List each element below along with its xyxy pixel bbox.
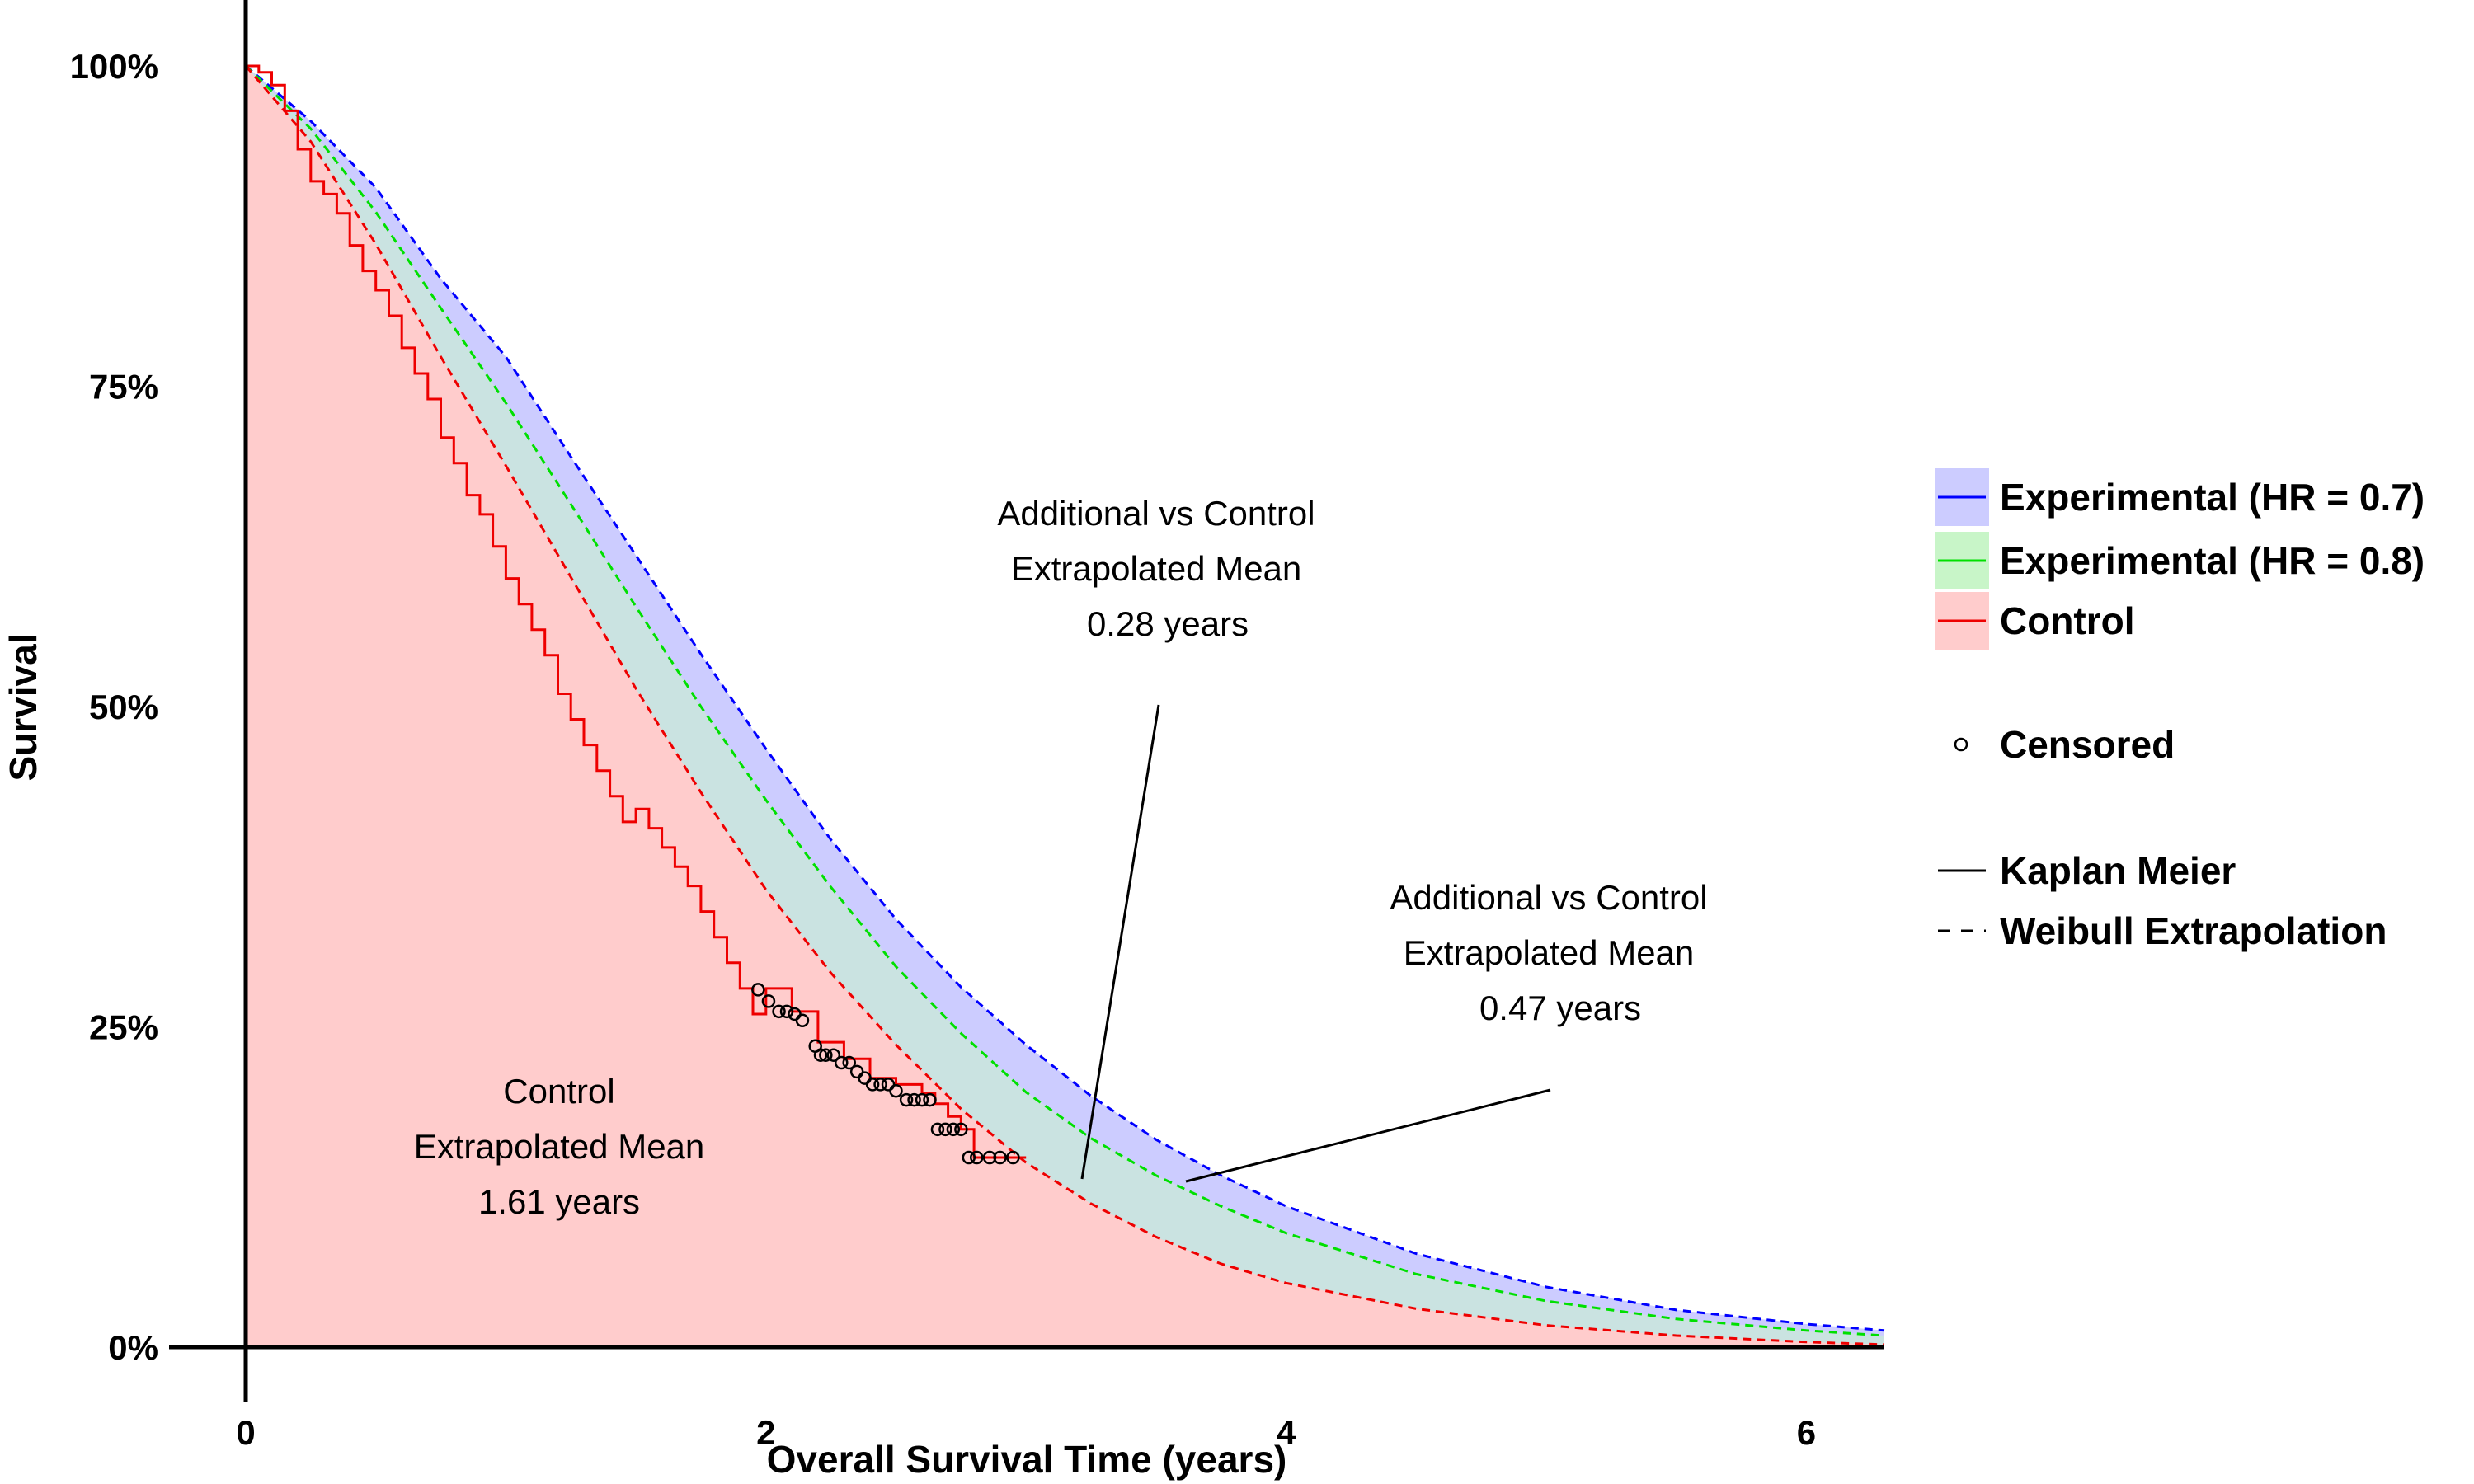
weibull-curve-1 <box>245 64 1885 1332</box>
censored-point <box>865 1078 880 1092</box>
legend-label: Kaplan Meier <box>2000 849 2236 892</box>
legend-label: Weibull Extrapolation <box>2000 909 2387 952</box>
y-tick-label: 50% <box>89 688 158 726</box>
annotation-2-line: Additional vs Control <box>997 494 1315 533</box>
censored-point <box>889 1083 903 1098</box>
censored-point <box>842 1055 856 1070</box>
axes: 0% 25% 50% 75% 100% 0 2 4 6 Overall Survival Time… <box>2 0 1884 1481</box>
censored-point <box>761 994 776 1008</box>
y-tick-label: 100% <box>70 47 158 86</box>
annotation-3-pointer <box>1185 1088 1551 1183</box>
legend-label: Censored <box>2000 723 2175 766</box>
x-tick-label: 0 <box>236 1413 255 1452</box>
censored-point <box>835 1055 849 1070</box>
censored-point <box>982 1150 997 1165</box>
curves <box>244 64 1885 1346</box>
censored-point <box>923 1092 937 1107</box>
censored-point <box>946 1122 961 1137</box>
censored-point <box>751 983 765 997</box>
km-curve-1 <box>246 64 1027 1159</box>
legend-label: Experimental (HR = 0.8) <box>2000 539 2425 582</box>
annotation-1-line: Control <box>503 1072 614 1111</box>
x-tick-label: 2 <box>756 1413 775 1452</box>
censored-point <box>907 1092 921 1107</box>
legend-label: Control <box>2000 599 2135 642</box>
area-fills <box>246 66 1884 1347</box>
censored-point <box>962 1150 976 1165</box>
censored-markers <box>751 983 1020 1165</box>
annotation-1-line: 1.61 years <box>478 1182 640 1221</box>
y-tick-label: 0% <box>108 1328 158 1367</box>
annotation-3-line: Extrapolated Mean <box>1404 933 1695 972</box>
censored-point <box>772 1004 786 1019</box>
legend-censored-marker <box>1954 737 1968 752</box>
censored-point <box>915 1092 929 1107</box>
censored-point <box>826 1048 841 1062</box>
x-axis-title: Overall Survival Time (years) <box>767 1438 1287 1481</box>
weibull-curve-2 <box>244 64 1885 1337</box>
censored-point <box>993 1150 1007 1165</box>
censored-point <box>813 1048 828 1062</box>
annotation-2-line: 0.28 years <box>1087 604 1249 643</box>
y-tick-label: 75% <box>89 368 158 406</box>
censored-point <box>899 1092 914 1107</box>
censored-point <box>930 1122 945 1137</box>
annotation-3-line: 0.47 years <box>1479 989 1641 1027</box>
censored-point <box>873 1078 887 1092</box>
annotation-2-pointer <box>1080 704 1160 1180</box>
x-tick-label: 6 <box>1797 1413 1816 1452</box>
censored-point <box>795 1013 810 1027</box>
censored-point <box>1006 1150 1020 1165</box>
legend: Experimental (HR = 0.7) Experimental (HR … <box>1935 468 2425 952</box>
annotation-3-line: Additional vs Control <box>1390 878 1707 917</box>
weibull-curve-3 <box>244 65 1885 1346</box>
y-axis-title: Survival <box>2 634 45 782</box>
censored-point <box>970 1150 984 1165</box>
censored-point <box>819 1048 833 1062</box>
area-fill-3 <box>246 66 1884 1347</box>
y-tick-label: 25% <box>89 1008 158 1047</box>
censored-point <box>938 1122 952 1137</box>
censored-point <box>779 1004 794 1019</box>
censored-point <box>954 1122 968 1137</box>
annotations: Control Extrapolated Mean 1.61 years Additi… <box>414 494 1708 1221</box>
annotation-2-line: Extrapolated Mean <box>1011 549 1302 588</box>
annotation-1-line: Extrapolated Mean <box>414 1127 705 1166</box>
legend-label: Experimental (HR = 0.7) <box>2000 476 2425 519</box>
x-tick-label: 4 <box>1277 1413 1296 1452</box>
